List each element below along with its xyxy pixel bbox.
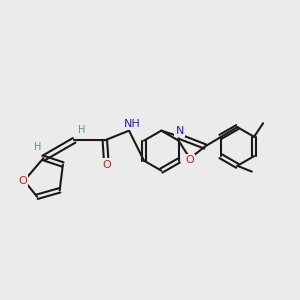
Text: O: O (102, 160, 111, 170)
Text: O: O (18, 176, 27, 186)
Text: H: H (78, 125, 85, 135)
Text: N: N (176, 126, 184, 136)
Text: H: H (34, 142, 41, 152)
Text: NH: NH (124, 118, 141, 128)
Text: O: O (185, 155, 194, 165)
